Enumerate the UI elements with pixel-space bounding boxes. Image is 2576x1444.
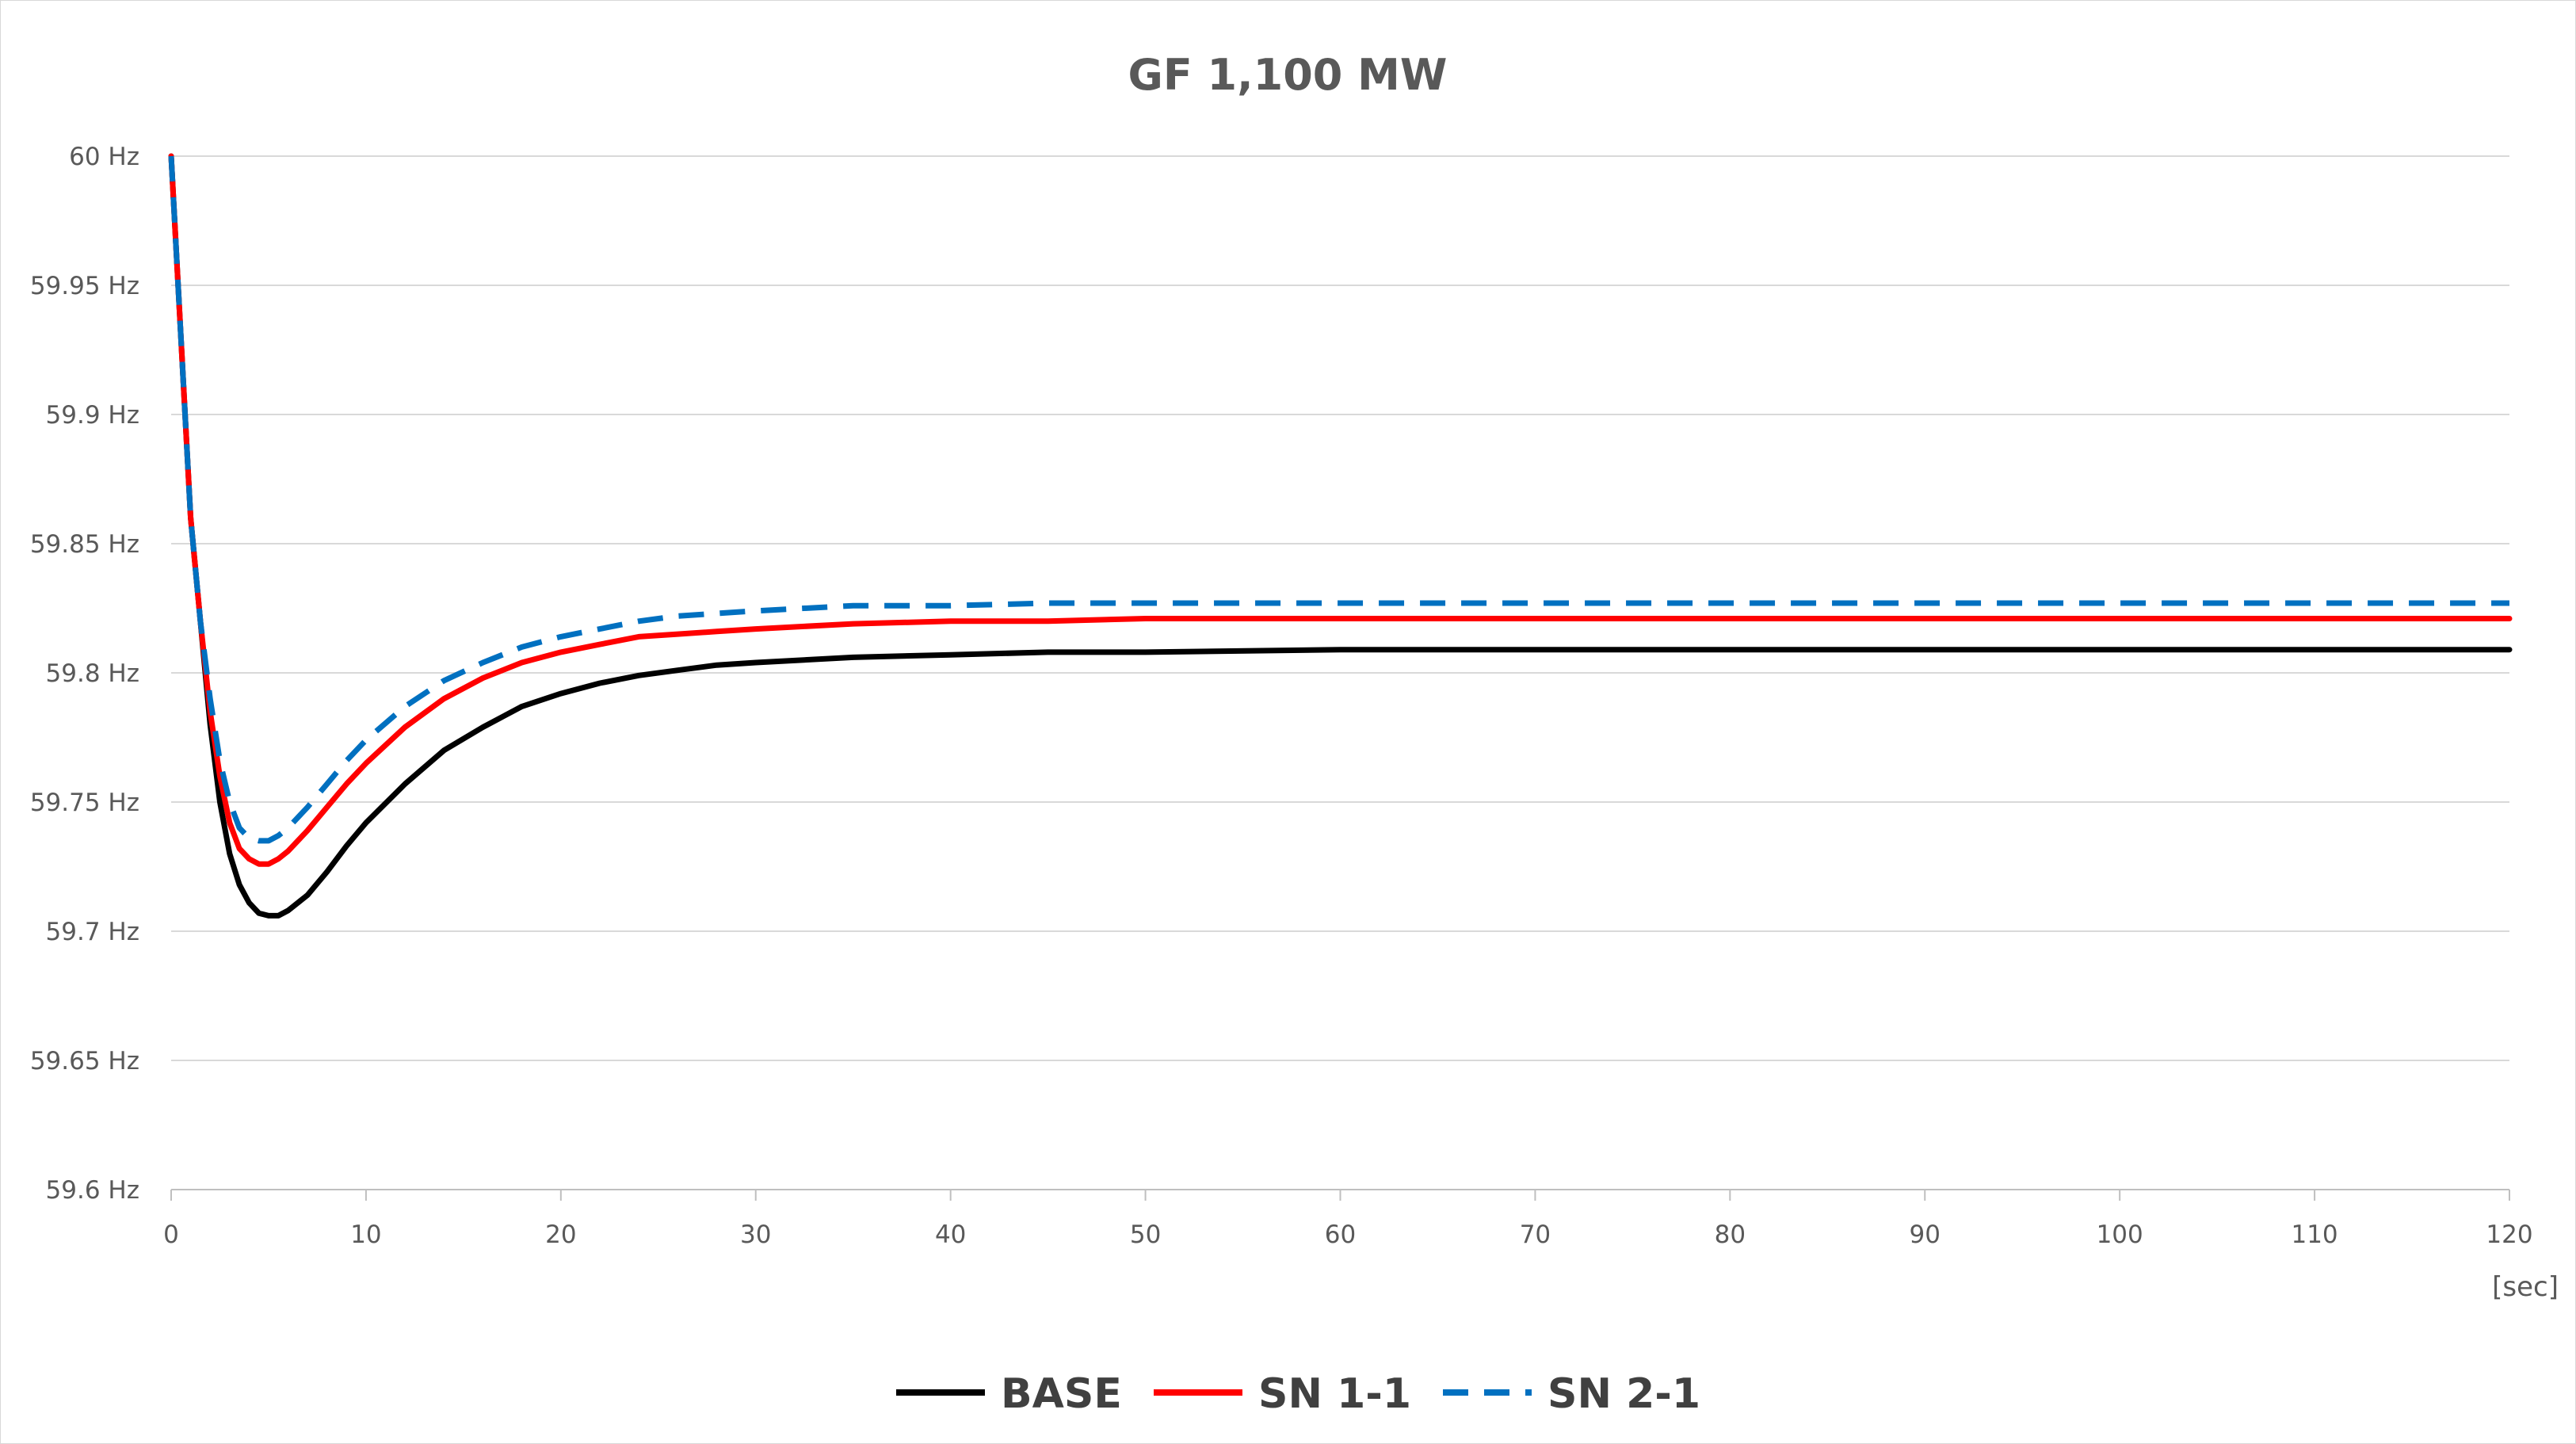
x-tick-label: 10 [350,1221,381,1249]
x-tick-label: 30 [740,1221,771,1249]
x-tick-label: 20 [545,1221,576,1249]
y-tick-label: 59.7 Hz [46,918,139,946]
x-tick-label: 40 [935,1221,966,1249]
y-tick-label: 59.8 Hz [46,659,139,688]
y-tick-label: 59.95 Hz [30,272,139,300]
x-tick-label: 110 [2291,1221,2337,1249]
y-tick-label: 59.65 Hz [30,1047,139,1075]
legend-label: BASE [1001,1370,1122,1418]
series-line-base [168,153,2513,919]
y-tick-label: 59.85 Hz [30,530,139,559]
x-tick-label: 60 [1325,1221,1356,1249]
chart-title: GF 1,100 MW [1128,50,1448,100]
legend-label: SN 1-1 [1258,1370,1411,1418]
x-tick-label: 0 [163,1221,179,1249]
series-line-sn-2-1 [168,155,2509,844]
y-tick-label: 59.9 Hz [46,401,139,430]
x-tick-label: 70 [1520,1221,1551,1249]
gridlines [171,155,2509,1061]
y-tick-label: 59.75 Hz [30,789,139,817]
series-lines [168,153,2513,919]
y-tick-label: 59.6 Hz [46,1176,139,1205]
x-tick-label: 90 [1910,1221,1941,1249]
x-tick-label: 80 [1715,1221,1746,1249]
x-tick-label: 120 [2486,1221,2532,1249]
y-tick-label: 60 Hz [69,143,139,171]
axes: 59.6 Hz 59.65 Hz 59.7 Hz 59.75 Hz 59.8 Hz 59.… [30,143,2533,1249]
series-line-sn-1-1 [168,153,2513,867]
legend-label: SN 2-1 [1548,1370,1700,1418]
x-tick-label: 100 [2097,1221,2143,1249]
legend: BASE SN 1-1 SN 2-1 [896,1370,1700,1418]
x-tick-label: 50 [1130,1221,1161,1249]
x-axis-unit-label: [sec] [2492,1271,2559,1303]
